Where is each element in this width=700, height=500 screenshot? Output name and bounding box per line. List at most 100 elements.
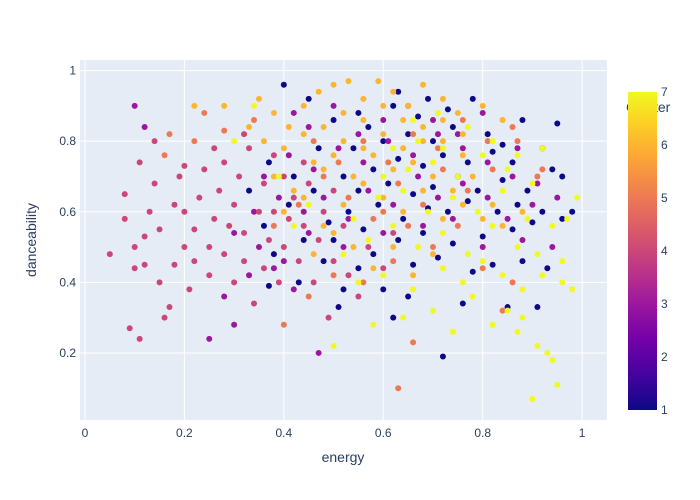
scatter-point [355,109,362,116]
scatter-point [345,272,352,279]
scatter-point [350,215,357,222]
scatter-point [514,152,521,159]
colorbar-tick-label: 6 [661,138,668,152]
scatter-point [464,187,471,194]
scatter-point [305,95,312,102]
scatter-point [410,272,417,279]
scatter-point [479,152,486,159]
scatter-point [166,304,173,311]
scatter-point [246,187,253,194]
scatter-point [370,251,377,258]
scatter-point [300,237,307,243]
x-tick-label: 0.4 [275,426,292,440]
scatter-point [459,117,466,123]
scatter-point [479,244,486,251]
scatter-point [564,215,571,222]
scatter-point [484,194,491,201]
scatter-point [251,208,258,215]
scatter-point [290,187,297,194]
scatter-point [459,131,466,138]
scatter-point [106,251,113,258]
plot-background [80,60,607,420]
scatter-point [479,109,486,116]
scatter-point [390,258,397,265]
x-tick-label: 0.8 [474,426,491,440]
scatter-point [196,194,203,201]
scatter-point [345,215,352,222]
scatter-point [459,201,466,208]
scatter-point [454,109,461,116]
scatter-point [539,272,546,279]
scatter-point [355,265,362,272]
scatter-point [464,251,471,258]
scatter-point [444,106,451,113]
scatter-point [569,208,576,215]
y-tick-label: 0.8 [59,134,76,148]
scatter-point [385,180,392,187]
scatter-point [514,145,521,152]
scatter-point [549,222,556,229]
scatter-point [330,342,337,349]
scatter-point [524,187,531,194]
scatter-point [310,251,317,258]
scatter-point [479,215,486,222]
scatter-point [231,229,238,236]
scatter-point [420,187,427,194]
scatter-point [489,261,496,268]
scatter-point [539,166,546,173]
scatter-point [151,180,158,187]
scatter-point [439,166,446,173]
scatter-point [469,95,476,102]
scatter-point [161,152,168,159]
scatter-point [439,117,446,123]
scatter-point [524,215,531,222]
scatter-point [429,138,436,145]
scatter-point [226,222,233,229]
scatter-point [410,159,417,166]
scatter-point [519,286,526,293]
scatter-point [459,279,466,286]
scatter-point [519,258,526,265]
scatter-point [290,173,297,180]
scatter-point [191,226,198,233]
scatter-point [420,124,427,131]
scatter-point [499,307,506,314]
scatter-point [514,201,521,208]
scatter-point [280,208,287,215]
scatter-point [449,328,456,335]
scatter-point [420,138,427,145]
scatter-point [365,124,372,131]
scatter-point [231,138,238,145]
scatter-point [255,244,262,251]
scatter-point [320,124,327,131]
scatter-point [529,180,536,187]
scatter-point [146,208,153,215]
scatter-point [295,279,302,286]
scatter-point [216,187,223,194]
scatter-point [255,208,262,215]
scatter-point [360,117,367,123]
scatter-point [434,194,441,201]
scatter-point [151,138,158,145]
scatter-point [265,282,272,289]
scatter-point [459,145,466,152]
scatter-point [390,201,397,208]
scatter-point [479,265,486,272]
scatter-point [539,208,546,215]
scatter-point [265,159,272,166]
scatter-point [181,208,188,215]
scatter-point [395,180,402,187]
scatter-point [439,145,446,152]
scatter-point [489,222,496,229]
scatter-point [509,279,516,286]
scatter-point [449,240,456,247]
colorbar-ticks: 1 2 3 4 5 6 7 [661,85,668,417]
scatter-point [340,222,347,229]
scatter-point [390,229,397,236]
scatter-point [380,138,387,145]
scatter-point [529,219,536,226]
scatter-point [439,95,446,102]
scatter-point [305,180,312,187]
scatter-point [420,162,427,169]
scatter-point [484,159,491,166]
